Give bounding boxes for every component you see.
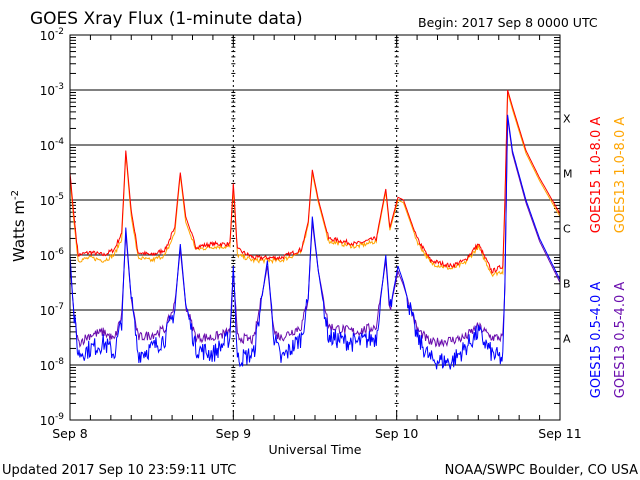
y-tick-label: 10-4: [40, 137, 65, 153]
y-tick-exp: -3: [55, 82, 64, 92]
gridlines: [70, 89, 560, 366]
y-tick-label: 10-8: [40, 357, 65, 373]
begin-label: Begin: 2017 Sep 8 0000 UTC: [418, 15, 598, 30]
x-tick-labels: Sep 8 Sep 9 Sep 10 Sep 11: [52, 426, 581, 441]
y-tick-exp: -9: [55, 412, 64, 422]
y-axis-label-sup: -2: [10, 190, 21, 200]
y-tick-base: 10: [40, 249, 55, 263]
flare-class-b: B: [563, 278, 571, 291]
y-tick-label: 10-9: [40, 412, 65, 428]
y-tick-label: 10-5: [40, 192, 64, 208]
legend-entry: GOES15 0.5-4.0 A: [589, 282, 604, 399]
legend-entry: GOES13 1.0-8.0 A: [613, 117, 628, 234]
y-tick-label: 10-7: [40, 302, 64, 318]
y-tick-base: 10: [40, 359, 55, 373]
y-tick-base: 10: [40, 304, 55, 318]
chart-title: GOES Xray Flux (1-minute data): [30, 9, 303, 29]
x-tick-label: Sep 11: [538, 426, 581, 441]
y-tick-exp: -5: [55, 192, 64, 202]
y-tick-base: 10: [40, 139, 55, 153]
x-tick-label: Sep 8: [52, 426, 88, 441]
series-line-goes15-0-5-4-0-a: [69, 114, 561, 370]
y-tick-label: 10-2: [40, 27, 64, 43]
plot-frame: [69, 34, 561, 421]
credit-label: NOAA/SWPC Boulder, CO USA: [445, 463, 638, 478]
series-line-goes13-1-0-8-0-a: [69, 92, 561, 278]
y-tick-exp: -8: [55, 357, 64, 367]
flare-class-labels: X M C B A: [563, 113, 573, 346]
y-tick-base: 10: [40, 84, 55, 98]
axis-ticks: [69, 35, 561, 420]
y-tick-exp: -7: [55, 302, 64, 312]
series-line-goes13-0-5-4-0-a: [69, 117, 561, 349]
flare-class-a: A: [563, 333, 571, 346]
legend-entry: GOES13 0.5-4.0 A: [613, 282, 628, 399]
flare-class-c: C: [563, 223, 571, 236]
x-tick-label: Sep 9: [216, 426, 252, 441]
x-axis-label: Universal Time: [269, 442, 362, 457]
y-tick-base: 10: [40, 194, 55, 208]
updated-timestamp: Updated 2017 Sep 10 23:59:11 UTC: [2, 463, 236, 478]
y-tick-base: 10: [40, 414, 55, 428]
y-tick-label: 10-6: [40, 247, 65, 263]
legend: GOES15 1.0-8.0 A GOES13 1.0-8.0 A GOES15 0…: [589, 117, 628, 399]
series-lines: [69, 89, 561, 370]
series-line-goes15-1-0-8-0-a: [69, 89, 561, 274]
flare-class-m: M: [563, 168, 573, 181]
y-axis-label-text: Watts m: [10, 200, 28, 262]
y-axis-label: Watts m-2: [10, 190, 28, 262]
y-tick-base: 10: [40, 29, 55, 43]
y-tick-exp: -6: [55, 247, 64, 257]
flare-class-x: X: [563, 113, 571, 126]
y-tick-exp: -2: [55, 27, 64, 37]
y-tick-exp: -4: [55, 137, 64, 147]
x-tick-label: Sep 10: [375, 426, 418, 441]
y-tick-labels: 10-210-310-410-510-610-710-810-9: [40, 27, 65, 428]
y-tick-label: 10-3: [40, 82, 64, 98]
legend-entry: GOES15 1.0-8.0 A: [589, 117, 604, 234]
